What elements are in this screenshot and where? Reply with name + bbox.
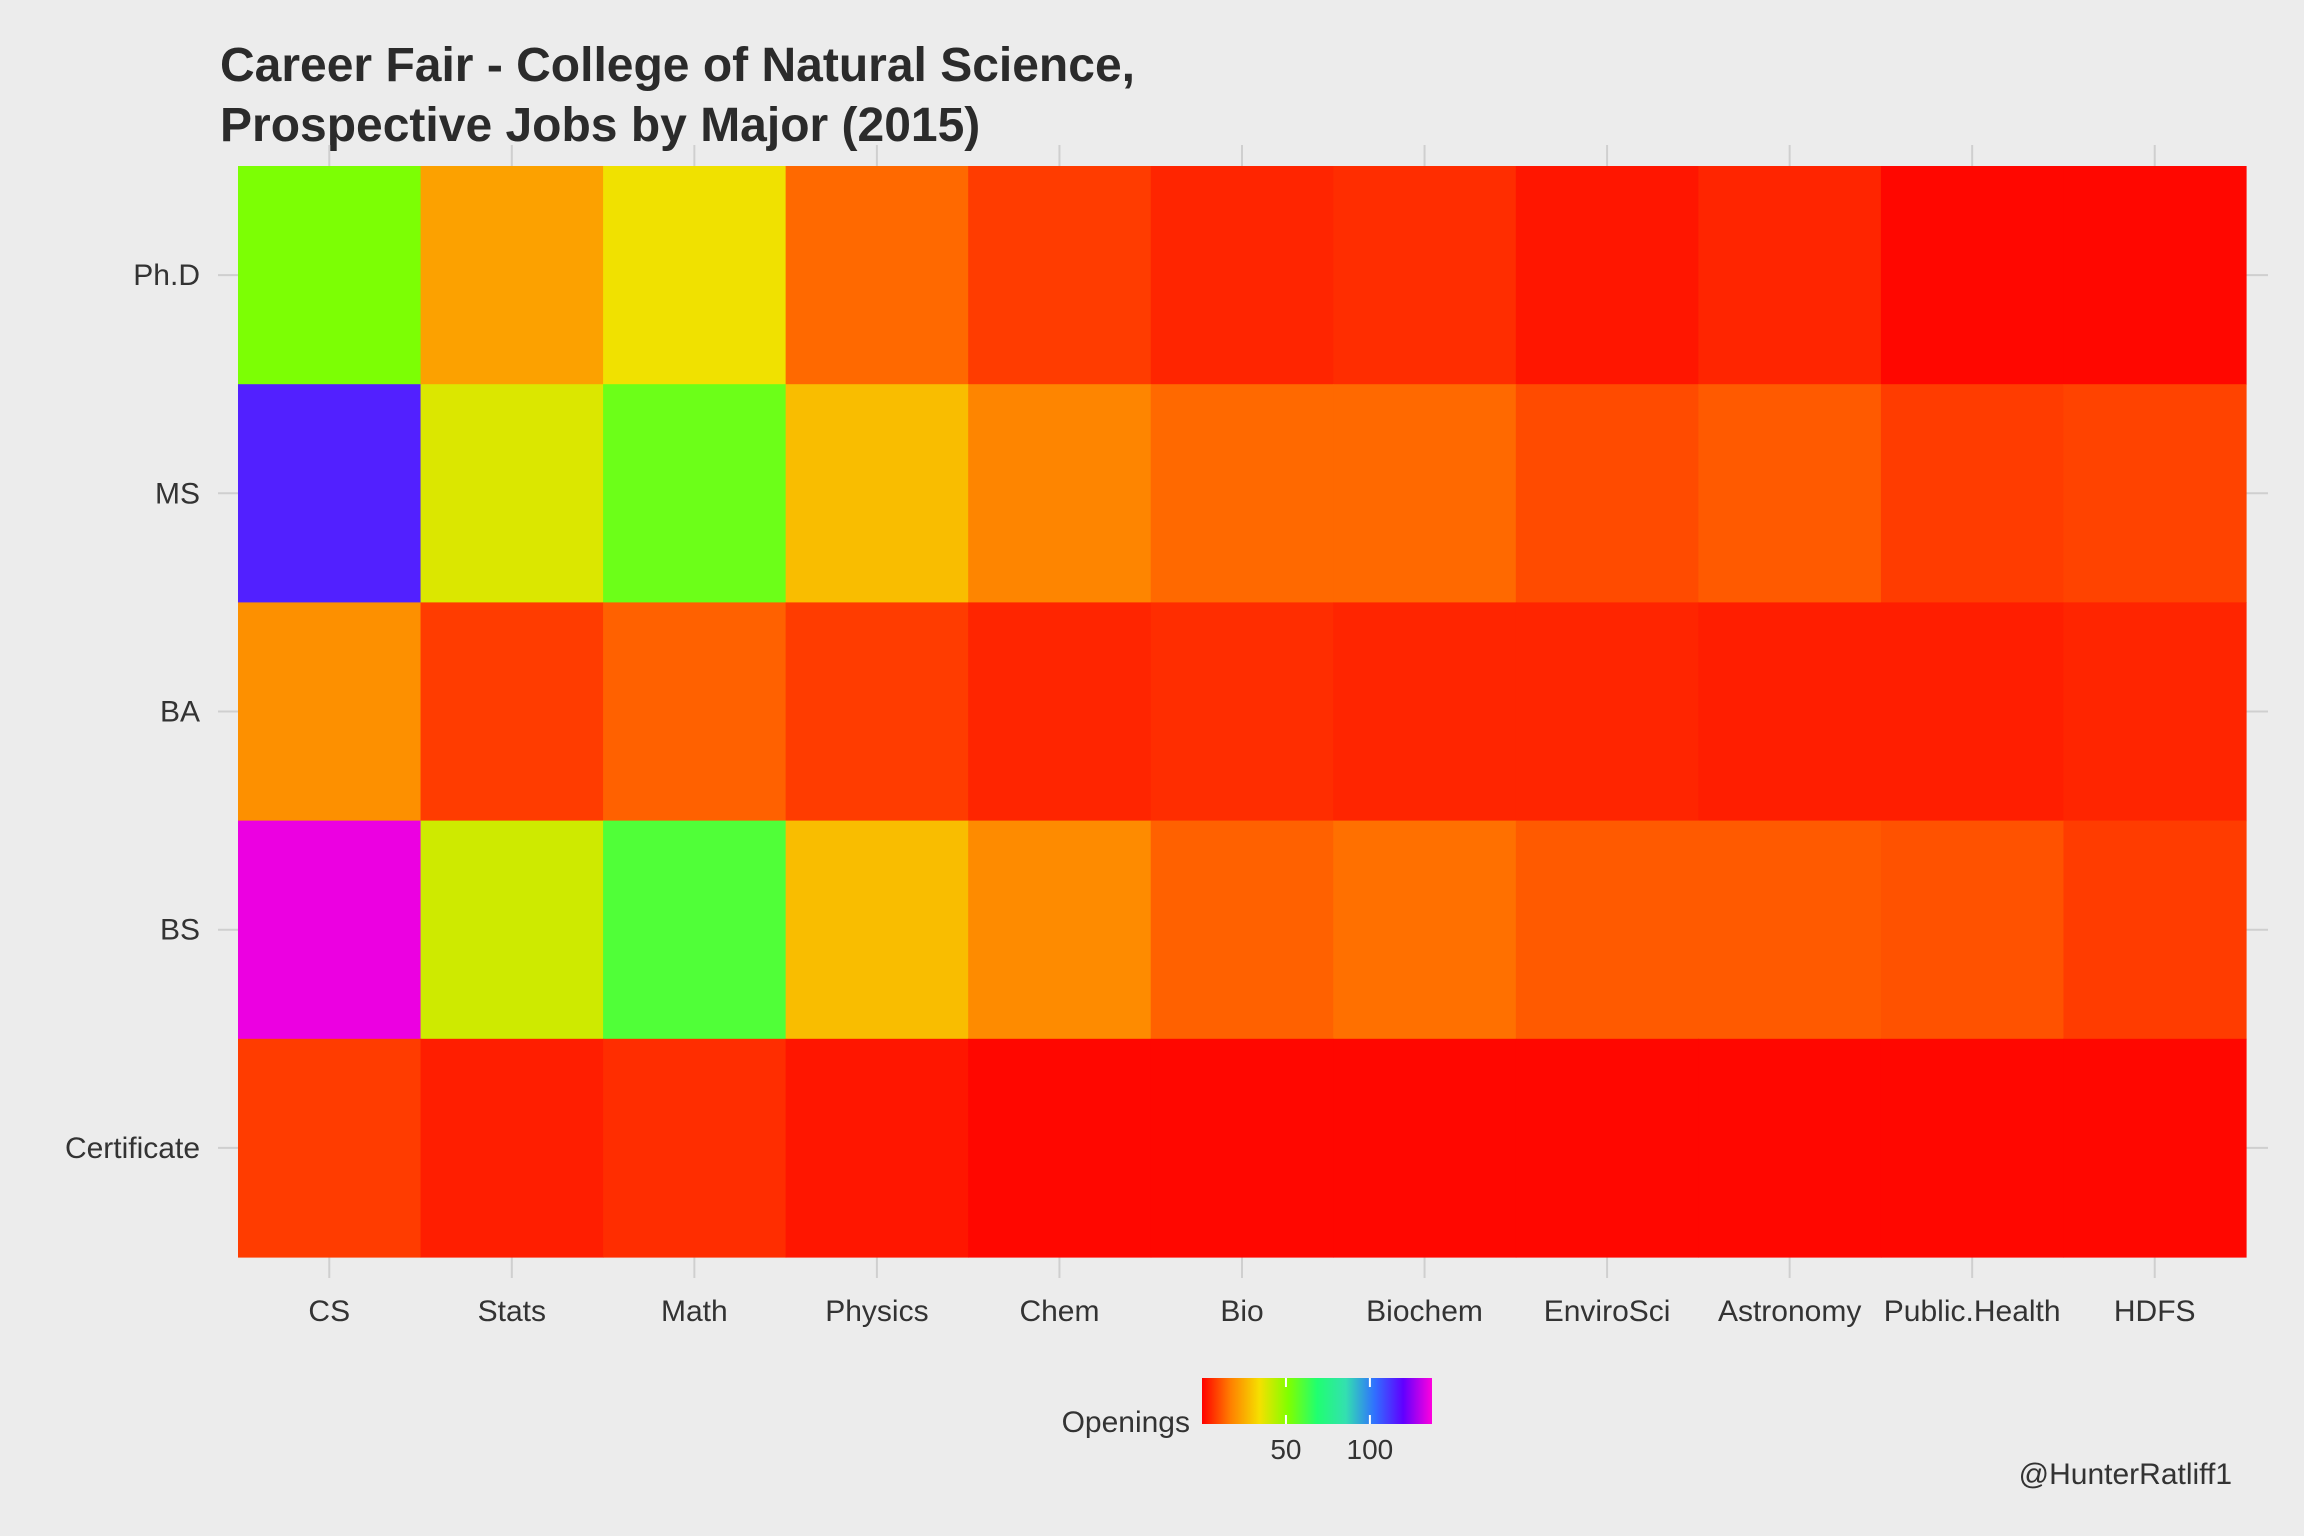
color-legend: Openings 50 100 bbox=[1062, 1378, 1432, 1465]
heatmap-cell bbox=[785, 166, 969, 385]
heatmap-cell bbox=[238, 820, 422, 1040]
heatmap-cell bbox=[1333, 1038, 1517, 1258]
heatmap-cell bbox=[1150, 166, 1334, 385]
heatmap-cell bbox=[1333, 602, 1517, 822]
x-tick-label: Astronomy bbox=[1718, 1295, 1861, 1328]
heatmap-cell bbox=[1880, 1038, 2065, 1258]
caption: @HunterRatliff1 bbox=[2018, 1458, 2232, 1491]
heatmap-cell bbox=[603, 602, 787, 822]
heatmap-cell bbox=[603, 1038, 787, 1258]
heatmap-cell bbox=[785, 1038, 969, 1258]
heatmap-cell bbox=[420, 602, 604, 822]
heatmap-cell bbox=[1880, 384, 2065, 603]
heatmap-cell bbox=[1515, 166, 1699, 385]
y-tick-label: Ph.D bbox=[133, 259, 200, 292]
heatmap-cell bbox=[785, 820, 969, 1040]
heatmap-cell bbox=[420, 820, 604, 1040]
x-axis: CS Stats Math Physics Chem Bio Biochem EnviroSc… bbox=[308, 1295, 2195, 1328]
chart-title: Career Fair - College of Natural Science… bbox=[220, 36, 1135, 156]
heatmap-cell bbox=[968, 820, 1152, 1040]
heatmap-cell bbox=[2063, 820, 2247, 1040]
heatmap-cell bbox=[238, 384, 422, 603]
y-tick-label: MS bbox=[155, 477, 200, 510]
heatmap-cell bbox=[238, 602, 422, 822]
heatmap-cell bbox=[2063, 166, 2247, 385]
chart-title-line-2: Prospective Jobs by Major (2015) bbox=[220, 99, 981, 152]
heatmap-cell bbox=[420, 1038, 604, 1258]
legend-tick-label: 50 bbox=[1270, 1434, 1301, 1465]
heatmap-cell bbox=[1880, 166, 2065, 385]
heatmap-cell bbox=[968, 166, 1152, 385]
legend-title: Openings bbox=[1062, 1406, 1190, 1439]
heatmap-cell bbox=[238, 166, 422, 385]
heatmap-cell bbox=[2063, 602, 2247, 822]
heatmap-cell bbox=[1698, 384, 1882, 603]
heatmap-cell bbox=[1515, 1038, 1699, 1258]
legend-color-bar bbox=[1202, 1378, 1432, 1424]
x-tick-label: Math bbox=[661, 1295, 728, 1328]
heatmap-cell bbox=[785, 602, 969, 822]
x-tick-label: Stats bbox=[478, 1295, 546, 1328]
heatmap-cell bbox=[1698, 1038, 1882, 1258]
heatmap-cell bbox=[238, 1038, 422, 1258]
y-axis: Ph.D MS BA BS Certificate bbox=[65, 259, 200, 1165]
x-tick-label: Bio bbox=[1220, 1295, 1263, 1328]
heatmap-cell bbox=[603, 166, 787, 385]
heatmap-cell bbox=[968, 384, 1152, 603]
legend-tick-label: 100 bbox=[1347, 1434, 1394, 1465]
heatmap-cell bbox=[968, 1038, 1152, 1258]
chart-title-line-1: Career Fair - College of Natural Science… bbox=[220, 39, 1135, 92]
heatmap-cell bbox=[1333, 384, 1517, 603]
heatmap-cell bbox=[420, 166, 604, 385]
x-tick-label: Public.Health bbox=[1884, 1295, 2061, 1328]
heatmap-cell bbox=[1515, 602, 1699, 822]
y-tick-label: Certificate bbox=[65, 1132, 200, 1165]
x-tick-label: Physics bbox=[825, 1295, 928, 1328]
heatmap-cell bbox=[968, 602, 1152, 822]
x-tick-label: HDFS bbox=[2114, 1295, 2196, 1328]
heatmap-cell bbox=[2063, 1038, 2247, 1258]
heatmap-cell bbox=[1698, 820, 1882, 1040]
x-tick-label: Chem bbox=[1019, 1295, 1099, 1328]
heatmap-cell bbox=[1150, 1038, 1334, 1258]
heatmap-tiles bbox=[238, 166, 2247, 1258]
x-tick-label: CS bbox=[308, 1295, 350, 1328]
heatmap-cell bbox=[1880, 602, 2065, 822]
y-tick-label: BS bbox=[160, 914, 200, 947]
heatmap-cell bbox=[603, 384, 787, 603]
heatmap-cell bbox=[1333, 166, 1517, 385]
heatmap-cell bbox=[420, 384, 604, 603]
legend-ticks: 50 100 bbox=[1270, 1378, 1393, 1465]
heatmap-cell bbox=[1698, 166, 1882, 385]
heatmap-cell bbox=[785, 384, 969, 603]
y-tick-label: BA bbox=[160, 696, 200, 729]
heatmap-cell bbox=[2063, 384, 2247, 603]
x-tick-label: Biochem bbox=[1366, 1295, 1483, 1328]
heatmap-cell bbox=[1515, 820, 1699, 1040]
heatmap-cell bbox=[1150, 602, 1334, 822]
heatmap-cell bbox=[1333, 820, 1517, 1040]
heatmap-cell bbox=[603, 820, 787, 1040]
heatmap-cell bbox=[1515, 384, 1699, 603]
heatmap-cell bbox=[1150, 820, 1334, 1040]
heatmap-cell bbox=[1698, 602, 1882, 822]
x-tick-label: EnviroSci bbox=[1544, 1295, 1671, 1328]
heatmap-cell bbox=[1880, 820, 2065, 1040]
heatmap-cell bbox=[1150, 384, 1334, 603]
